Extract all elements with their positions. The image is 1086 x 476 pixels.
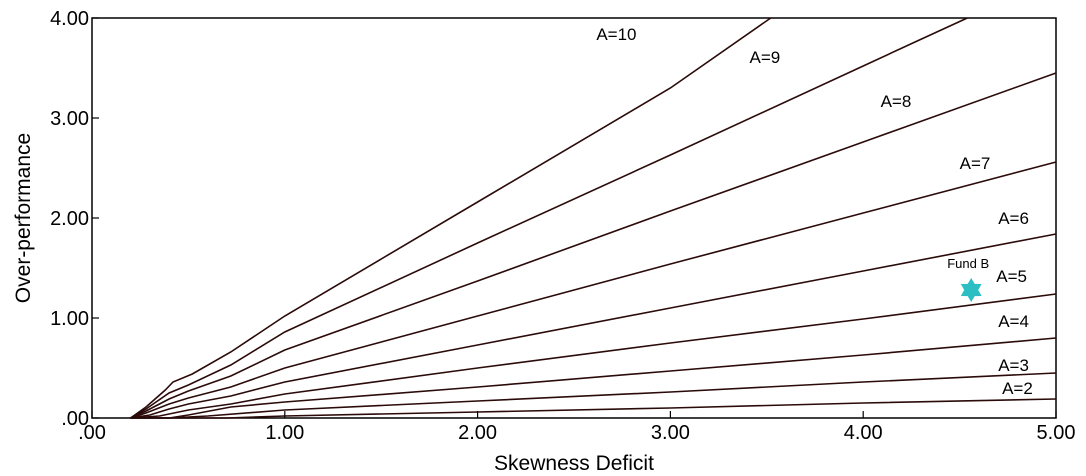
- series-line-a-6: [130, 233, 1057, 419]
- curve-label-a-10: A=10: [596, 25, 636, 44]
- y-tick-label: 4.00: [50, 8, 89, 30]
- series-line-a-8: [130, 72, 1057, 419]
- x-tick-label: 4.00: [844, 422, 883, 444]
- x-tick-label: 2.00: [458, 422, 497, 444]
- curve-label-a-3: A=3: [998, 356, 1029, 375]
- y-tick-label: 2.00: [50, 208, 89, 230]
- y-axis-title: Over-performance: [12, 133, 35, 303]
- curve-label-a-4: A=4: [998, 312, 1029, 331]
- fund-b-star-marker: [960, 278, 982, 302]
- curve-labels: A=10 A=9 A=8 A=7 A=6 A=5 A=4 A=3 A=2: [596, 25, 1032, 398]
- x-tick-label: .00: [78, 422, 106, 444]
- curve-label-a-6: A=6: [998, 209, 1029, 228]
- fund-marker-group: Fund B: [947, 256, 989, 302]
- series-line-a-4: [130, 337, 1057, 419]
- curve-label-a-5: A=5: [996, 267, 1027, 286]
- series-group: [130, 17, 1057, 419]
- curve-label-a-9: A=9: [750, 48, 781, 67]
- x-axis-title: Skewness Deficit: [494, 452, 654, 475]
- x-tick-label: 1.00: [265, 422, 304, 444]
- curve-label-a-2: A=2: [1002, 379, 1033, 398]
- series-line-a-9: [130, 17, 968, 419]
- y-tick-label: 1.00: [50, 308, 89, 330]
- axis-ticks: .00 1.00 2.00 3.00 4.00 5.00 .00 1.00 2.00 3.00 4.…: [50, 8, 1075, 444]
- curve-label-a-7: A=7: [960, 154, 991, 173]
- curve-label-a-8: A=8: [881, 92, 912, 111]
- x-tick-label: 3.00: [651, 422, 690, 444]
- series-line-a-7: [130, 161, 1057, 419]
- series-line-a-10: [130, 17, 772, 419]
- y-tick-label: 3.00: [50, 108, 89, 130]
- x-tick-label: 5.00: [1037, 422, 1076, 444]
- fund-b-label: Fund B: [947, 256, 989, 271]
- series-line-a-5: [130, 293, 1057, 419]
- y-tick-label: .00: [61, 408, 89, 430]
